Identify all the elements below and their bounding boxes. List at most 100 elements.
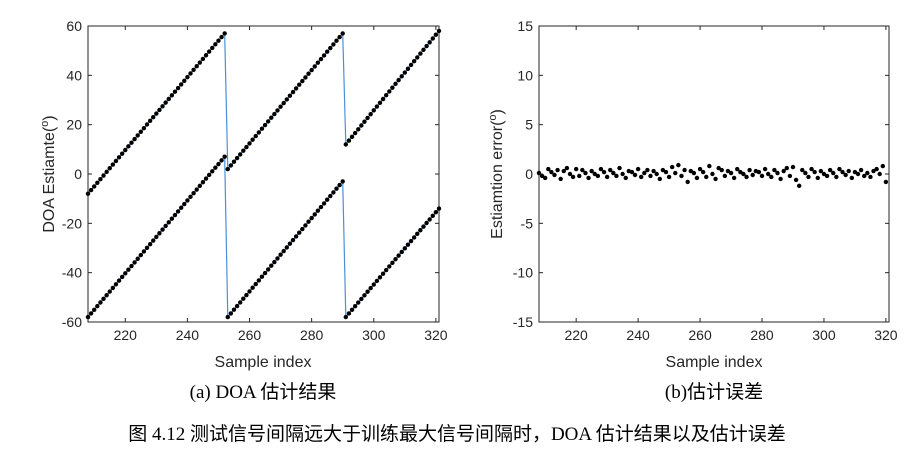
plot-a-series-2-point xyxy=(290,237,296,243)
plot-b-error-point xyxy=(796,183,802,189)
plot-b-error-point xyxy=(611,170,616,176)
plot-a-series-1-point xyxy=(393,81,398,87)
plot-a-series-2-point xyxy=(269,263,274,268)
plot-a-series-2-point xyxy=(328,193,333,199)
plot-a-series-1-point xyxy=(203,53,209,58)
plot-b-error-point xyxy=(604,174,610,180)
plot-a-series-2-point xyxy=(144,245,150,251)
plot-b-error-point xyxy=(772,167,777,173)
plot-b-error-point xyxy=(831,170,836,176)
plot-a-series-2-point xyxy=(427,217,432,222)
plot-a-series-1-point xyxy=(244,144,249,150)
plot-a-series-2-point xyxy=(185,198,190,203)
plot-b-error-point xyxy=(874,166,879,172)
plot-b-error-point xyxy=(632,172,638,178)
plot-a-series-2-point xyxy=(151,238,156,243)
plot-a-series-1-point xyxy=(116,155,122,160)
plot-b-error-point xyxy=(694,175,700,181)
plot-a-series-1-point xyxy=(138,129,144,134)
plot-a-series-1-point xyxy=(169,93,175,98)
plot-a-series-1-point xyxy=(194,63,199,69)
plot-a-series-1-point xyxy=(151,115,156,120)
plot-a-series-2-point xyxy=(334,186,339,191)
plot-a-series-2-point xyxy=(169,216,175,221)
plot-b-error-point xyxy=(623,175,628,181)
plot-b-x-tick-label: 260 xyxy=(688,327,712,343)
plot-a-series-1-point xyxy=(219,34,224,40)
plot-a-y-tick-label: -20 xyxy=(62,215,82,231)
plot-a-series-2-point xyxy=(436,206,442,211)
plot-b-error-point xyxy=(704,174,709,180)
plot-a-series-1-point xyxy=(324,49,330,54)
plot-a-series-1-point xyxy=(349,134,355,140)
plot-b-error-point xyxy=(595,173,601,179)
plot-a-series-2-point xyxy=(368,285,373,291)
plot-b-estimation-error: 220 240 260 280 300 320 -15 -10 -5 0 5 10 15 Sample … xyxy=(487,18,898,403)
plot-a-series-1-point xyxy=(265,119,271,124)
plot-a-x-axis-label: Sample index xyxy=(215,354,312,371)
plot-b-error-point xyxy=(546,166,551,172)
plot-a-y-tick-label: 20 xyxy=(66,117,82,133)
plot-a-series-2-point xyxy=(315,208,321,213)
plot-a-y-tick-label: 40 xyxy=(66,67,82,83)
plot-a-series-2-point xyxy=(222,154,227,159)
plot-a-series-1-point xyxy=(135,133,140,138)
plot-a-series-1-point xyxy=(334,38,339,43)
plot-a-series-1-point xyxy=(303,75,308,80)
plot-b-error-point xyxy=(685,179,690,185)
plot-a-series-1-point xyxy=(331,42,336,47)
plot-a-series-1-point xyxy=(175,85,181,91)
plot-b-error-point xyxy=(744,174,749,180)
plot-a-series-1-point xyxy=(110,162,116,167)
plot-b-y-tick-label: 5 xyxy=(525,117,533,133)
plot-a-series-2-point xyxy=(231,307,237,312)
plot-b-error-point xyxy=(564,165,570,171)
plot-b-error-point xyxy=(710,171,715,177)
plot-a-series-2-point xyxy=(262,270,268,276)
plot-a-series-1-point xyxy=(408,62,414,68)
plot-a-series-2-point xyxy=(107,289,112,294)
plot-b-error-point xyxy=(542,175,548,181)
plot-a-series-1-line xyxy=(87,30,440,195)
plot-a-series-1-point xyxy=(362,119,367,124)
plot-b-error-point xyxy=(567,171,573,177)
plot-a-series-2-point xyxy=(337,182,342,188)
plot-b-error-point xyxy=(868,174,873,180)
plot-a-series-2-point xyxy=(393,256,398,262)
plot-a-series-2-point xyxy=(356,300,361,305)
plot-b-error-point xyxy=(555,167,560,173)
plot-a-series-2-point xyxy=(138,252,144,258)
plot-a-series-2-point xyxy=(259,274,265,279)
plot-a-series-1-point xyxy=(433,32,439,37)
plot-a-y-tick-label: -40 xyxy=(62,265,82,281)
plot-a-series-2-point xyxy=(113,282,119,287)
plot-a-series-2-point xyxy=(256,278,262,283)
plot-a-series-1-point xyxy=(178,82,184,87)
plot-a-series-2-point xyxy=(194,187,199,192)
plot-b-error-point xyxy=(787,173,793,179)
plot-a-series-1-point xyxy=(430,36,435,41)
plot-a-series-1-point xyxy=(262,122,268,128)
plot-a-series-2-point xyxy=(129,263,134,269)
plot-b-error-point xyxy=(620,171,625,177)
plot-a-series-2-point xyxy=(415,231,420,237)
plot-a-series-1-point xyxy=(321,53,327,58)
plot-b-x-axis-label: Sample index xyxy=(666,354,763,371)
plot-a-series-2-point xyxy=(163,223,168,229)
plot-b-error-point xyxy=(691,170,697,176)
plot-b-error-point xyxy=(648,173,653,179)
plot-b-error-point xyxy=(769,174,774,180)
plot-a-series-1-point xyxy=(293,86,299,91)
plot-b-x-tick-label: 280 xyxy=(750,327,774,343)
plot-a-x-tick-label: 260 xyxy=(238,327,262,343)
plot-b-error-point xyxy=(762,166,768,172)
plot-a-series-2-point xyxy=(374,278,380,284)
plot-a-series-1-point xyxy=(160,104,165,109)
plot-a-series-1-point xyxy=(340,31,345,36)
plot-a-series-2-point xyxy=(433,209,439,215)
plot-a-series-1-point xyxy=(210,45,215,51)
plot-a-series-1-point xyxy=(418,51,423,56)
plot-a-series-1-point xyxy=(119,151,125,156)
plot-a-x-tick-label: 300 xyxy=(362,327,386,343)
plot-a-series-1-point xyxy=(343,142,349,147)
